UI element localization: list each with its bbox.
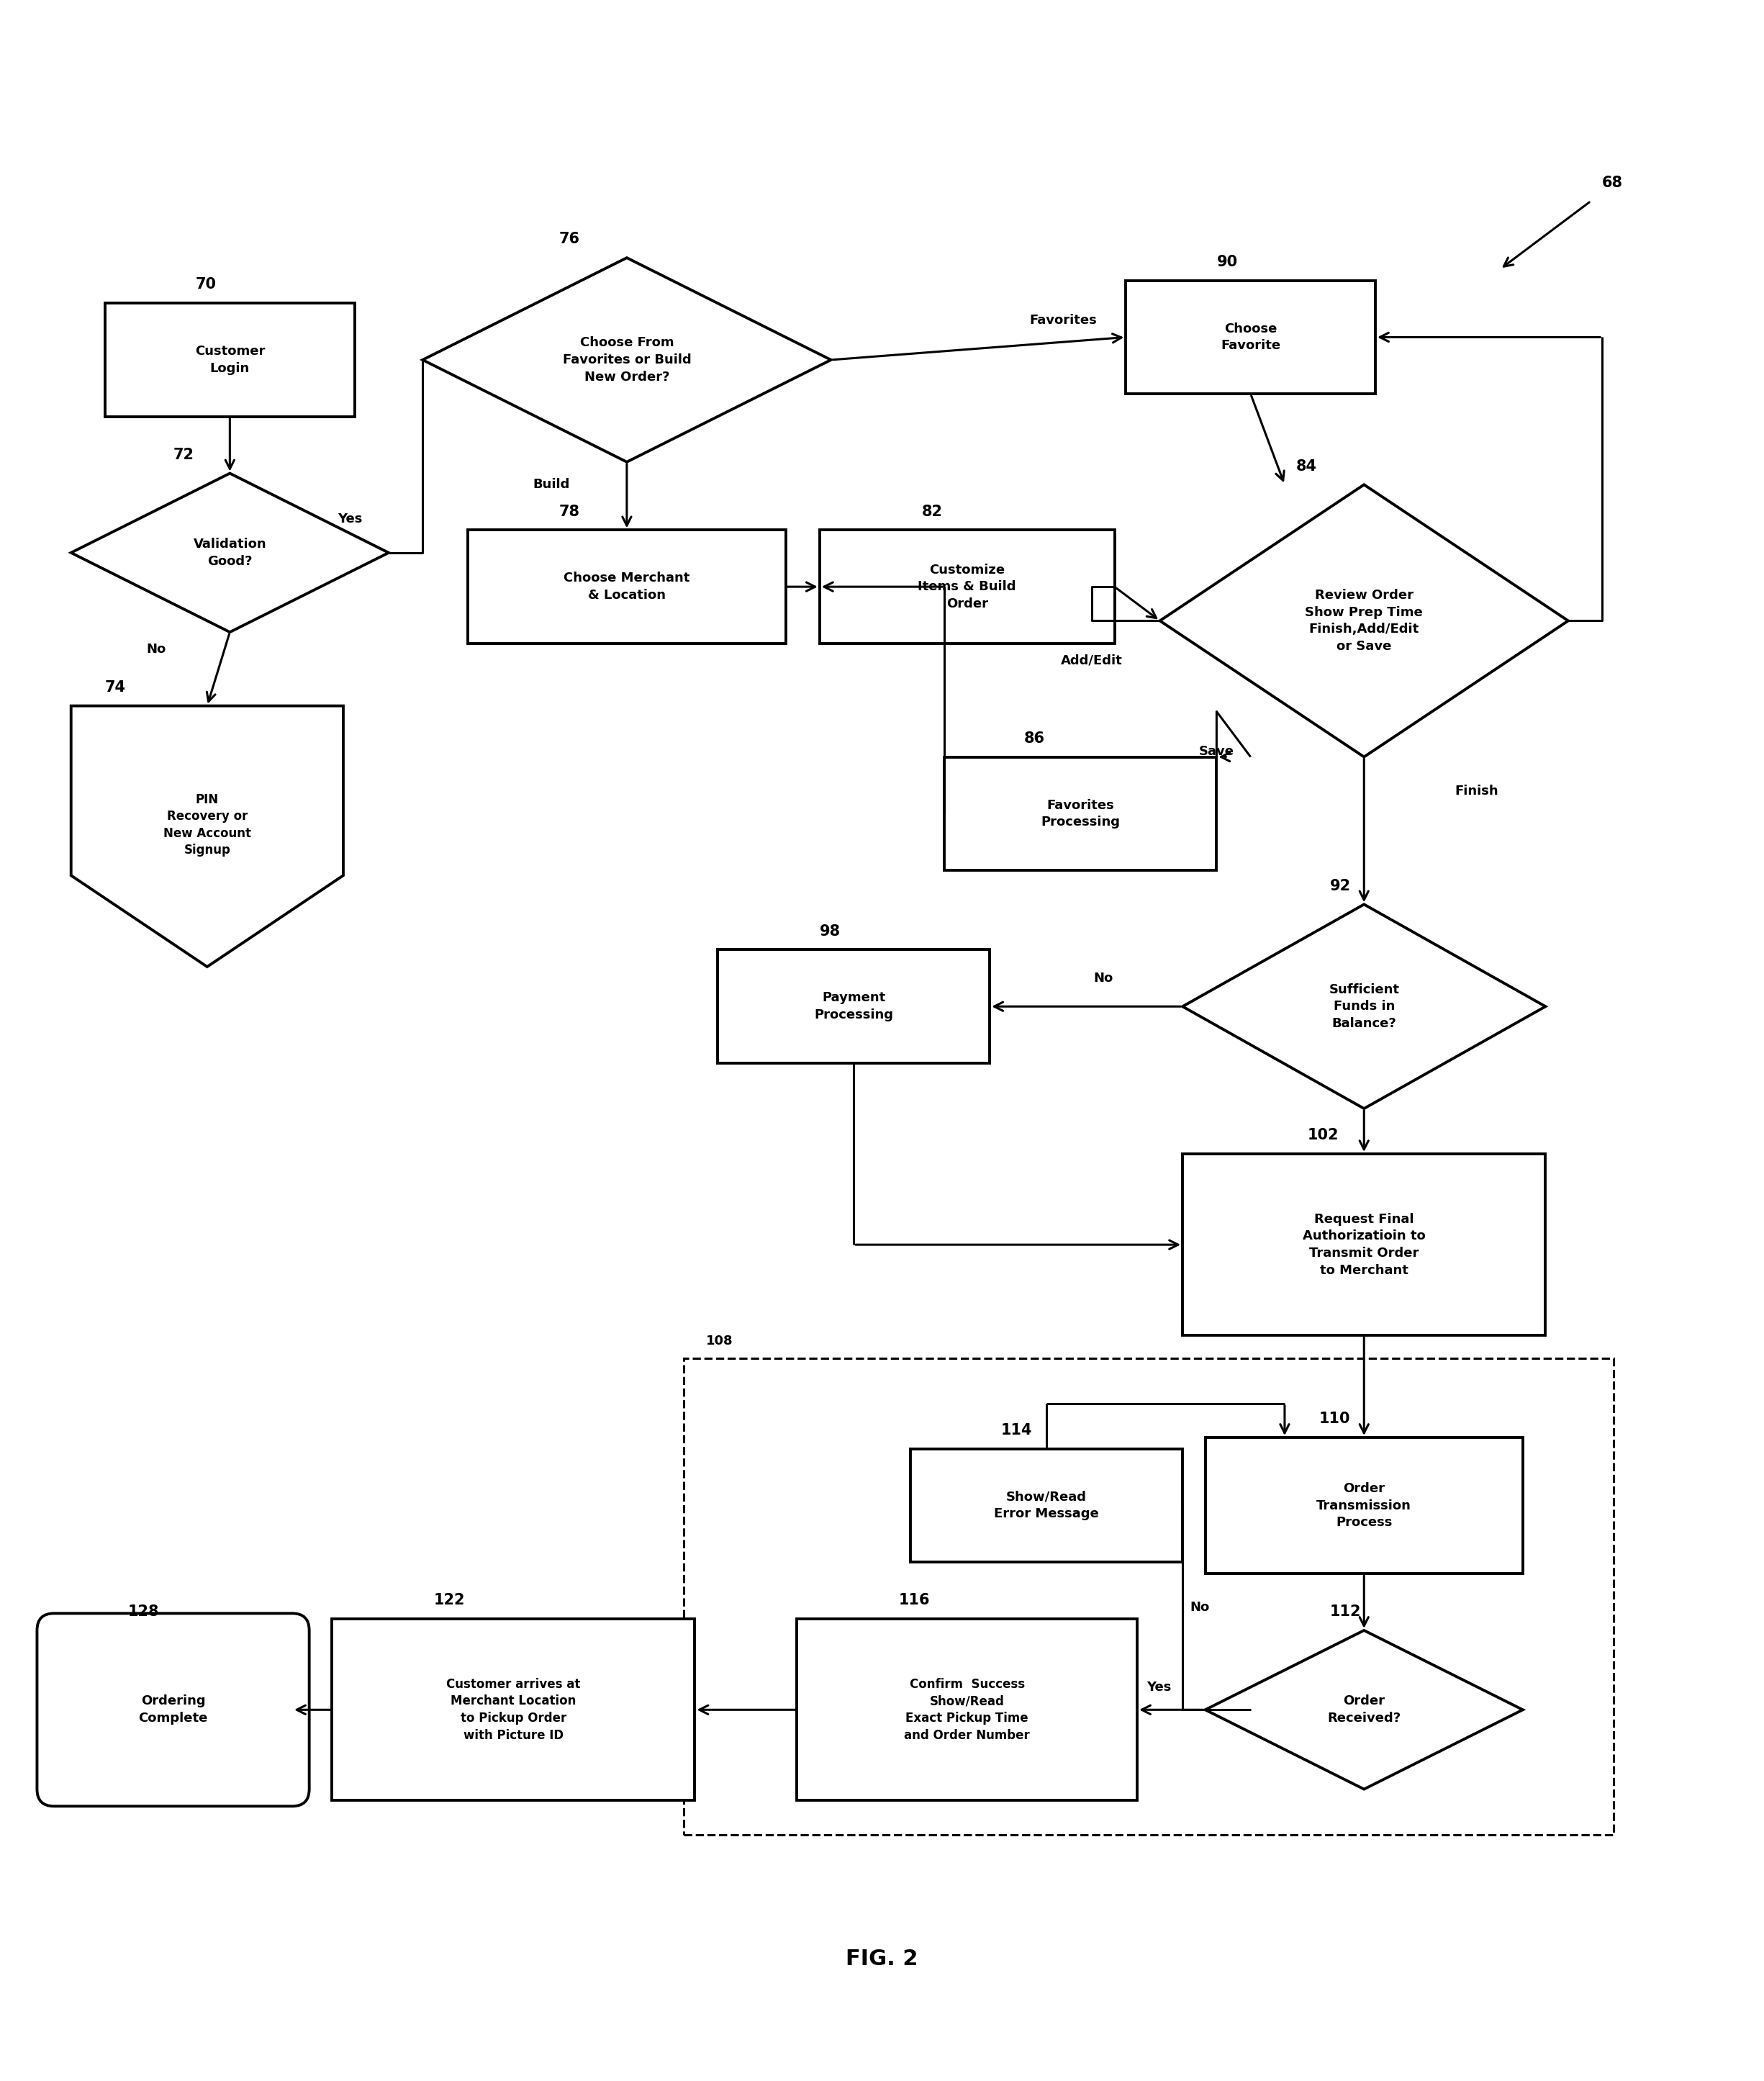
Text: Order
Transmission
Process: Order Transmission Process bbox=[1316, 1482, 1411, 1530]
Text: 128: 128 bbox=[127, 1604, 159, 1619]
Text: Order
Received?: Order Received? bbox=[1327, 1694, 1401, 1725]
Text: No: No bbox=[1094, 972, 1113, 984]
Bar bbox=[820, 531, 1115, 643]
Text: Save: Save bbox=[1200, 745, 1235, 757]
Text: Sufficient
Funds in
Balance?: Sufficient Funds in Balance? bbox=[1328, 982, 1399, 1030]
Text: 82: 82 bbox=[923, 504, 942, 518]
Bar bbox=[106, 304, 355, 416]
Bar bbox=[683, 1359, 1614, 1835]
Text: Customer
Login: Customer Login bbox=[194, 345, 265, 375]
Bar bbox=[1205, 1438, 1522, 1573]
Polygon shape bbox=[71, 705, 344, 968]
Text: Customer arrives at
Merchant Location
to Pickup Order
with Picture ID: Customer arrives at Merchant Location to… bbox=[446, 1677, 580, 1742]
Polygon shape bbox=[423, 258, 831, 462]
Bar bbox=[718, 949, 990, 1063]
Text: Yes: Yes bbox=[337, 512, 362, 524]
Text: 122: 122 bbox=[434, 1594, 466, 1609]
Text: 78: 78 bbox=[559, 504, 580, 518]
Polygon shape bbox=[71, 472, 388, 633]
Text: Finish: Finish bbox=[1455, 785, 1498, 797]
Text: 92: 92 bbox=[1330, 878, 1351, 893]
Text: No: No bbox=[146, 643, 166, 656]
Text: 116: 116 bbox=[900, 1594, 930, 1609]
Text: 112: 112 bbox=[1330, 1604, 1362, 1619]
Text: 68: 68 bbox=[1602, 175, 1623, 189]
Text: 90: 90 bbox=[1217, 254, 1238, 268]
Bar bbox=[1125, 281, 1376, 393]
Text: Show/Read
Error Message: Show/Read Error Message bbox=[993, 1490, 1099, 1521]
Bar bbox=[797, 1619, 1138, 1800]
Text: Favorites
Processing: Favorites Processing bbox=[1041, 799, 1120, 828]
Polygon shape bbox=[1182, 905, 1545, 1109]
Text: Request Final
Authorizatioin to
Transmit Order
to Merchant: Request Final Authorizatioin to Transmit… bbox=[1302, 1213, 1425, 1276]
Text: Add/Edit: Add/Edit bbox=[1060, 653, 1122, 668]
FancyBboxPatch shape bbox=[37, 1613, 309, 1806]
Text: Choose Merchant
& Location: Choose Merchant & Location bbox=[564, 572, 690, 601]
Text: Validation
Good?: Validation Good? bbox=[194, 537, 266, 568]
Text: 102: 102 bbox=[1307, 1128, 1339, 1142]
Text: Customize
Items & Build
Order: Customize Items & Build Order bbox=[917, 564, 1016, 610]
Text: PIN
Recovery or
New Account
Signup: PIN Recovery or New Account Signup bbox=[164, 793, 250, 857]
Text: 98: 98 bbox=[820, 924, 841, 939]
Text: 84: 84 bbox=[1297, 460, 1318, 472]
Text: Yes: Yes bbox=[1147, 1681, 1171, 1694]
Text: 74: 74 bbox=[106, 680, 125, 695]
Text: 114: 114 bbox=[1002, 1423, 1032, 1438]
Polygon shape bbox=[1205, 1629, 1522, 1790]
Text: 70: 70 bbox=[196, 277, 217, 291]
Text: Ordering
Complete: Ordering Complete bbox=[138, 1694, 208, 1725]
Text: Build: Build bbox=[533, 479, 570, 491]
Bar bbox=[944, 757, 1217, 870]
Text: FIG. 2: FIG. 2 bbox=[845, 1950, 919, 1971]
Bar bbox=[910, 1448, 1182, 1563]
Text: 110: 110 bbox=[1319, 1411, 1349, 1425]
Bar bbox=[467, 531, 785, 643]
Text: Confirm  Success
Show/Read
Exact Pickup Time
and Order Number: Confirm Success Show/Read Exact Pickup T… bbox=[905, 1677, 1030, 1742]
Text: Payment
Processing: Payment Processing bbox=[813, 991, 893, 1022]
Polygon shape bbox=[1161, 485, 1568, 757]
Text: Favorites: Favorites bbox=[1030, 314, 1097, 327]
Text: Choose From
Favorites or Build
New Order?: Choose From Favorites or Build New Order… bbox=[563, 337, 691, 383]
Text: 108: 108 bbox=[706, 1334, 734, 1348]
Text: Review Order
Show Prep Time
Finish,Add/Edit
or Save: Review Order Show Prep Time Finish,Add/E… bbox=[1305, 589, 1424, 653]
Text: No: No bbox=[1189, 1600, 1210, 1615]
Text: Choose
Favorite: Choose Favorite bbox=[1221, 323, 1281, 352]
Text: 72: 72 bbox=[173, 447, 194, 462]
Bar bbox=[1182, 1155, 1545, 1336]
Text: 76: 76 bbox=[559, 233, 580, 246]
Text: 86: 86 bbox=[1023, 730, 1044, 745]
Bar bbox=[332, 1619, 695, 1800]
